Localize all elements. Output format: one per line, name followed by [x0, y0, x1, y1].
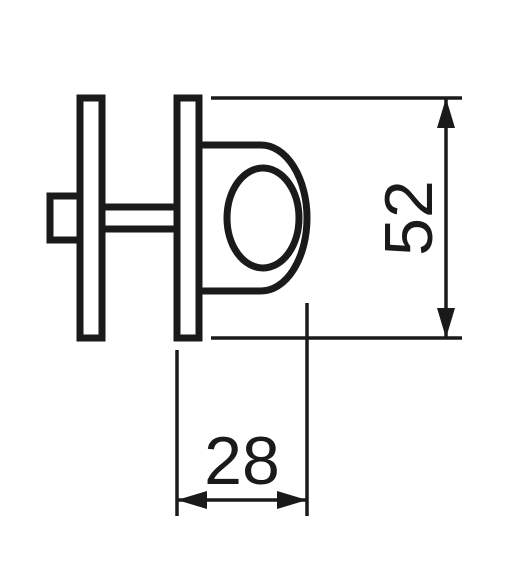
- dim-width-label: 28: [204, 423, 280, 499]
- dim-height-arrow-top: [437, 98, 455, 128]
- drawing-layer: 52 28: [50, 98, 462, 516]
- part-left-stub: [50, 196, 80, 240]
- part-right-plate: [177, 98, 199, 338]
- dimension-drawing: 52 28: [0, 0, 529, 579]
- part-knob-ellipse: [227, 168, 299, 268]
- part-left-plate: [80, 98, 102, 338]
- dim-width-arrow-left: [177, 491, 207, 509]
- dim-height-arrow-bottom: [437, 308, 455, 338]
- dim-width-arrow-right: [277, 491, 307, 509]
- dim-height-label: 52: [371, 180, 447, 256]
